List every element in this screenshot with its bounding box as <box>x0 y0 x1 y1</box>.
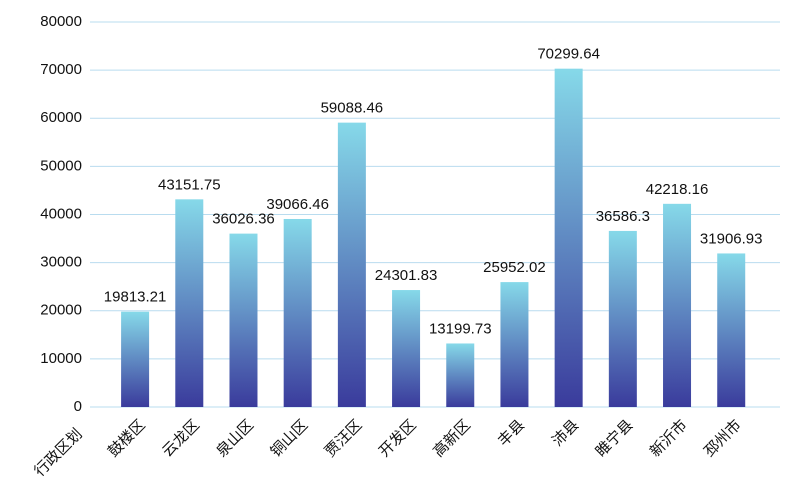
y-tick-label: 40000 <box>40 205 82 222</box>
bar <box>554 68 583 407</box>
y-tick-label: 80000 <box>40 13 82 30</box>
bar <box>392 290 421 407</box>
x-axis-title: 行政区划 <box>31 426 85 480</box>
data-label: 39066.46 <box>266 196 329 213</box>
x-tick-label: 沛县 <box>549 417 582 450</box>
data-label: 36026.36 <box>212 211 275 228</box>
x-tick-label: 新沂市 <box>647 417 691 461</box>
y-tick-label: 70000 <box>40 61 82 78</box>
bar <box>500 282 529 407</box>
data-label: 70299.64 <box>537 46 600 63</box>
data-label: 13199.73 <box>429 320 492 337</box>
y-tick-label: 0 <box>74 398 82 415</box>
y-tick-label: 30000 <box>40 254 82 271</box>
x-tick-label: 泉山区 <box>213 417 257 461</box>
data-label: 42218.16 <box>646 181 709 198</box>
y-tick-label: 60000 <box>40 109 82 126</box>
x-tick-label: 高新区 <box>430 417 474 461</box>
bar <box>175 199 204 407</box>
x-tick-label: 鼓楼区 <box>105 417 149 461</box>
y-tick-label: 10000 <box>40 350 82 367</box>
bar <box>446 343 475 407</box>
x-tick-label: 睢宁县 <box>593 417 637 461</box>
data-label: 31906.93 <box>700 230 763 247</box>
bar <box>283 218 312 407</box>
y-tick-label: 20000 <box>40 302 82 319</box>
x-tick-label: 开发区 <box>376 417 420 461</box>
x-tick-label: 邳州市 <box>701 417 745 461</box>
data-label: 36586.3 <box>596 208 650 225</box>
x-tick-label: 铜山区 <box>267 417 311 461</box>
bar <box>717 253 746 407</box>
bar <box>663 203 692 407</box>
data-label: 19813.21 <box>104 289 167 306</box>
bar <box>608 230 637 407</box>
x-tick-label: 丰县 <box>495 417 528 450</box>
data-label: 59088.46 <box>321 100 384 117</box>
bar <box>229 233 258 407</box>
x-tick-label: 云龙区 <box>159 417 203 461</box>
x-tick-label: 贾汪区 <box>322 417 366 461</box>
data-label: 25952.02 <box>483 259 546 276</box>
data-label: 24301.83 <box>375 267 438 284</box>
bar <box>121 311 150 407</box>
bar <box>337 122 366 408</box>
y-tick-label: 50000 <box>40 157 82 174</box>
data-label: 43151.75 <box>158 176 221 193</box>
